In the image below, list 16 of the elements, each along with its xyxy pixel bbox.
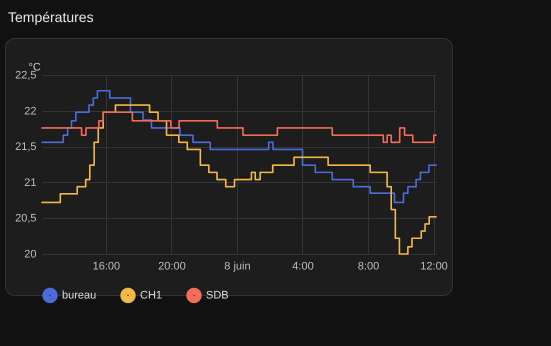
legend-label: CH1 (140, 289, 162, 302)
chart-title: Températures (8, 9, 94, 25)
x-tick-label: 20:00 (158, 260, 186, 272)
y-tick-label: 22,5 (15, 70, 36, 82)
y-tick-label: 21,5 (15, 141, 36, 154)
legend-label: SDB (206, 289, 229, 302)
y-tick-label: 20,5 (15, 212, 36, 225)
x-tick-label: 8 juin (224, 260, 251, 272)
x-tick-label: 4:00 (292, 260, 314, 272)
x-tick-label: 12:00 (420, 260, 448, 272)
x-tick-label: 16:00 (92, 260, 120, 272)
x-tick-label: 8:00 (358, 260, 380, 272)
y-tick-label: 21 (24, 176, 36, 189)
y-tick-label: 20 (24, 248, 36, 260)
y-tick-label: 22 (24, 105, 36, 118)
legend-label: bureau (62, 289, 96, 302)
